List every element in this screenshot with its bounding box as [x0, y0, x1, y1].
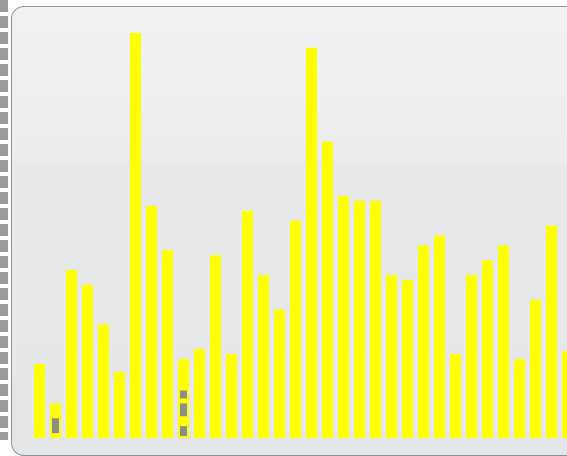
bar-gray-mark-3 — [180, 403, 187, 417]
bar-gray-mark-1 — [52, 418, 59, 434]
bar-18 — [306, 47, 317, 438]
bar-5 — [98, 324, 109, 438]
bar-29 — [482, 260, 493, 438]
bar-31 — [514, 358, 525, 438]
bar-21 — [354, 200, 365, 438]
bar-14 — [242, 210, 253, 438]
bar-24 — [402, 279, 413, 438]
bar-9 — [162, 250, 173, 438]
bar-16 — [274, 309, 285, 438]
bar-25 — [418, 245, 429, 438]
bar-20 — [338, 195, 349, 438]
bar-gray-mark-2 — [180, 426, 187, 437]
bar-6 — [114, 371, 125, 438]
bar-12 — [210, 255, 221, 438]
bar-30 — [498, 245, 509, 438]
bar-17 — [290, 220, 301, 438]
bar-11 — [194, 349, 205, 438]
bar-32 — [530, 299, 541, 438]
bar-4 — [82, 284, 93, 438]
bar-23 — [386, 274, 397, 438]
bar-15 — [258, 274, 269, 438]
panel-shine — [12, 7, 567, 162]
left-edge-strip — [0, 0, 8, 440]
bar-22 — [370, 200, 381, 438]
bar-27 — [450, 354, 461, 438]
bar-19 — [322, 141, 333, 439]
bar-28 — [466, 274, 477, 438]
bar-13 — [226, 354, 237, 438]
bar-26 — [434, 235, 445, 438]
bar-gray-mark-4 — [180, 390, 187, 399]
bar-33 — [546, 225, 557, 438]
bar-8 — [146, 205, 157, 438]
bar-7 — [130, 32, 141, 438]
bar-3 — [66, 270, 77, 438]
bar-1 — [34, 363, 45, 438]
bar-chart — [34, 32, 567, 439]
bar-34 — [562, 351, 567, 438]
